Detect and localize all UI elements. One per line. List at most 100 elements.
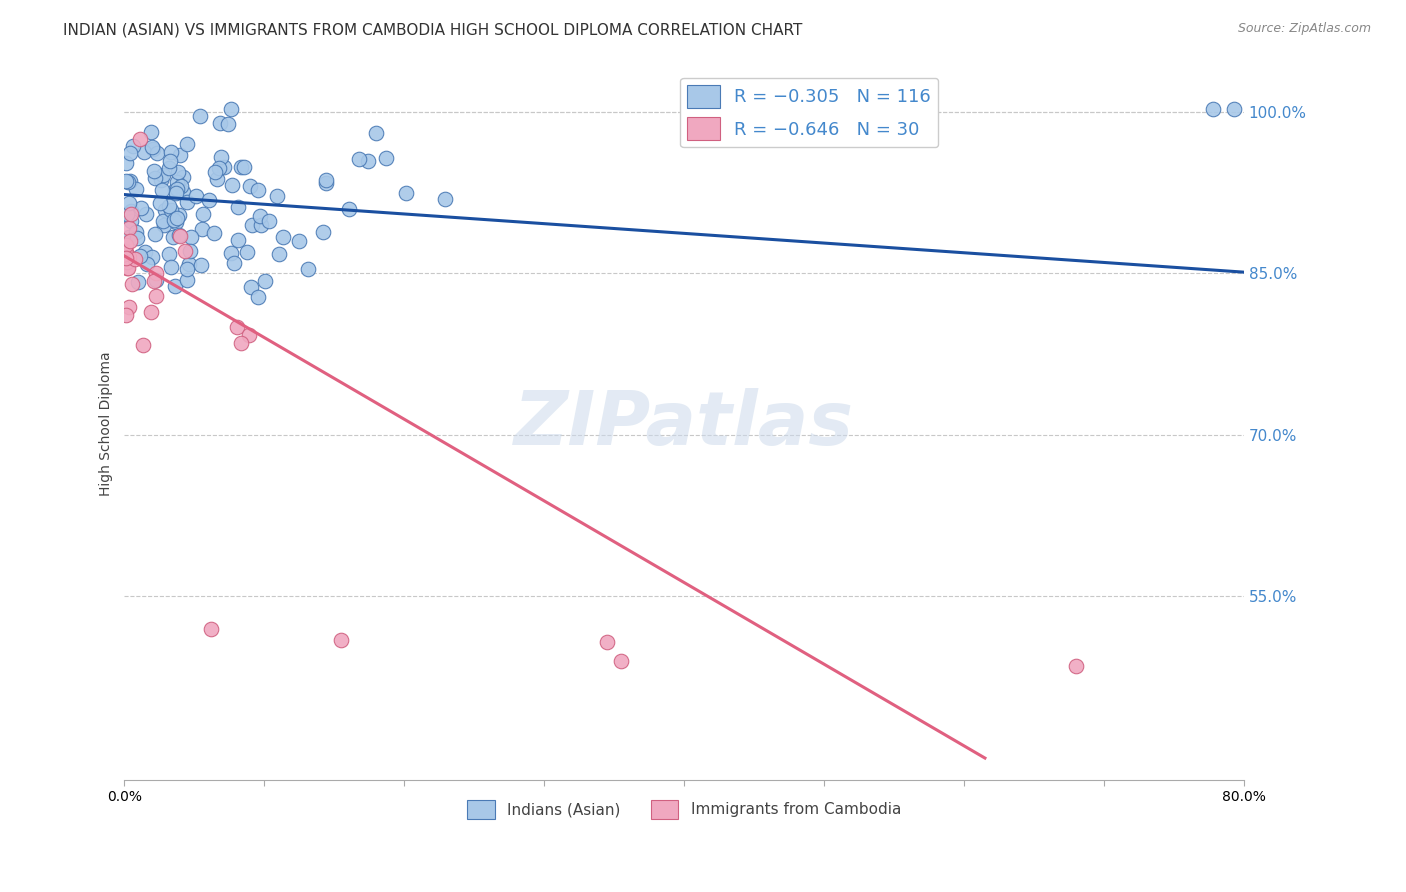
Point [247, 183, 270, 197]
Point [214, 160, 236, 174]
Point [233, 160, 256, 174]
Point [153, 203, 176, 218]
Point [297, 262, 319, 277]
Point [226, 200, 249, 214]
Point [115, 238, 138, 252]
Point [120, 174, 142, 188]
Point [330, 632, 353, 647]
Point [229, 161, 252, 175]
Point [150, 184, 173, 198]
Point [143, 274, 166, 288]
Point [115, 174, 138, 188]
Point [596, 634, 619, 648]
Point [165, 279, 187, 293]
Point [128, 131, 150, 145]
Point [152, 168, 174, 182]
Point [250, 218, 273, 232]
Point [239, 178, 262, 193]
Point [115, 207, 138, 221]
Point [188, 109, 211, 123]
Point [163, 183, 186, 197]
Point [162, 230, 184, 244]
Point [117, 176, 139, 190]
Point [219, 102, 242, 116]
Point [247, 290, 270, 304]
Point [129, 201, 152, 215]
Point [239, 280, 262, 294]
Point [1064, 659, 1087, 673]
Point [121, 138, 143, 153]
Point [433, 192, 456, 206]
Point [160, 260, 183, 275]
Point [159, 203, 181, 218]
Point [176, 262, 198, 277]
Point [134, 244, 156, 259]
Point [208, 161, 231, 175]
Point [142, 142, 165, 156]
Y-axis label: High School Diploma: High School Diploma [100, 351, 114, 496]
Point [141, 250, 163, 264]
Point [269, 246, 291, 260]
Point [145, 266, 167, 280]
Point [337, 202, 360, 216]
Point [226, 233, 249, 247]
Point [190, 258, 212, 272]
Point [169, 229, 191, 244]
Text: INDIAN (ASIAN) VS IMMIGRANTS FROM CAMBODIA HIGH SCHOOL DIPLOMA CORRELATION CHART: INDIAN (ASIAN) VS IMMIGRANTS FROM CAMBOD… [63, 22, 803, 37]
Point [149, 196, 172, 211]
Point [357, 154, 380, 169]
Point [166, 182, 188, 196]
Point [172, 169, 194, 184]
Point [207, 172, 229, 186]
Point [118, 234, 141, 248]
Point [152, 218, 174, 232]
Point [118, 230, 141, 244]
Text: Source: ZipAtlas.com: Source: ZipAtlas.com [1237, 22, 1371, 36]
Point [312, 225, 335, 239]
Point [115, 251, 138, 265]
Point [163, 212, 186, 227]
Point [115, 308, 138, 322]
Text: ZIPatlas: ZIPatlas [515, 387, 853, 460]
Point [288, 234, 311, 248]
Point [225, 319, 247, 334]
Point [145, 171, 167, 186]
Point [165, 186, 187, 200]
Point [152, 214, 174, 228]
Point [117, 260, 139, 275]
Point [179, 244, 201, 258]
Point [146, 146, 169, 161]
Point [170, 178, 193, 193]
Point [166, 175, 188, 189]
Point [349, 153, 371, 167]
Point [141, 140, 163, 154]
Point [208, 116, 231, 130]
Point [120, 207, 142, 221]
Point [204, 165, 226, 179]
Point [202, 226, 225, 240]
Point [160, 145, 183, 159]
Point [249, 209, 271, 223]
Point [1223, 103, 1246, 117]
Point [120, 145, 142, 160]
Point [271, 230, 294, 244]
Point [132, 337, 155, 351]
Point [166, 211, 188, 226]
Point [145, 227, 167, 241]
Point [167, 208, 190, 222]
Point [157, 247, 180, 261]
Point [190, 222, 212, 236]
Point [219, 245, 242, 260]
Point [257, 214, 280, 228]
Point [139, 125, 162, 139]
Point [120, 203, 142, 218]
Point [236, 244, 259, 259]
Point [167, 227, 190, 242]
Point [238, 328, 260, 343]
Point [266, 188, 288, 202]
Point [118, 195, 141, 210]
Point [221, 178, 243, 193]
Point [217, 117, 239, 131]
Point [374, 151, 396, 165]
Point [209, 150, 232, 164]
